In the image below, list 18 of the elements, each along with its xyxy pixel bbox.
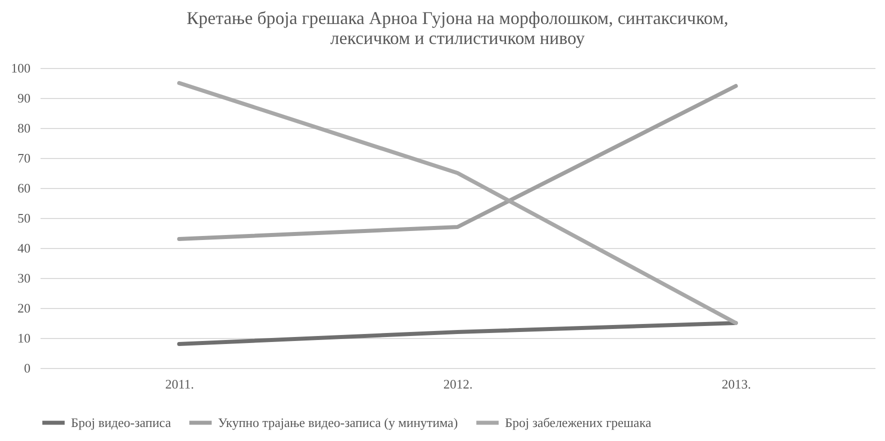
legend-label: Број видео-записа — [71, 414, 172, 430]
y-tick-label: 50 — [18, 210, 30, 226]
y-tick-label: 90 — [18, 90, 30, 106]
y-tick-label: 20 — [18, 300, 30, 316]
y-tick-label: 60 — [18, 180, 30, 196]
y-tick-label: 30 — [18, 270, 30, 286]
x-tick-label: 2012. — [443, 376, 473, 392]
legend-label: Укупно трајање видео-записа (у минутима) — [218, 414, 458, 430]
y-tick-label: 100 — [11, 60, 30, 76]
y-tick-label: 40 — [18, 240, 30, 256]
legend-label: Број забележених грешака — [505, 414, 652, 430]
y-tick-label: 70 — [18, 150, 30, 166]
y-tick-label: 80 — [18, 120, 30, 136]
chart-title: Кретање броја грешака Арноа Гујона на морфолошком, синтаксичком, лексичком и стилистичком нивоу — [186, 8, 728, 48]
x-tick-label: 2011. — [165, 376, 194, 392]
y-tick-label: 10 — [18, 330, 30, 346]
y-tick-label: 0 — [24, 360, 30, 376]
x-tick-label: 2013. — [722, 376, 751, 392]
